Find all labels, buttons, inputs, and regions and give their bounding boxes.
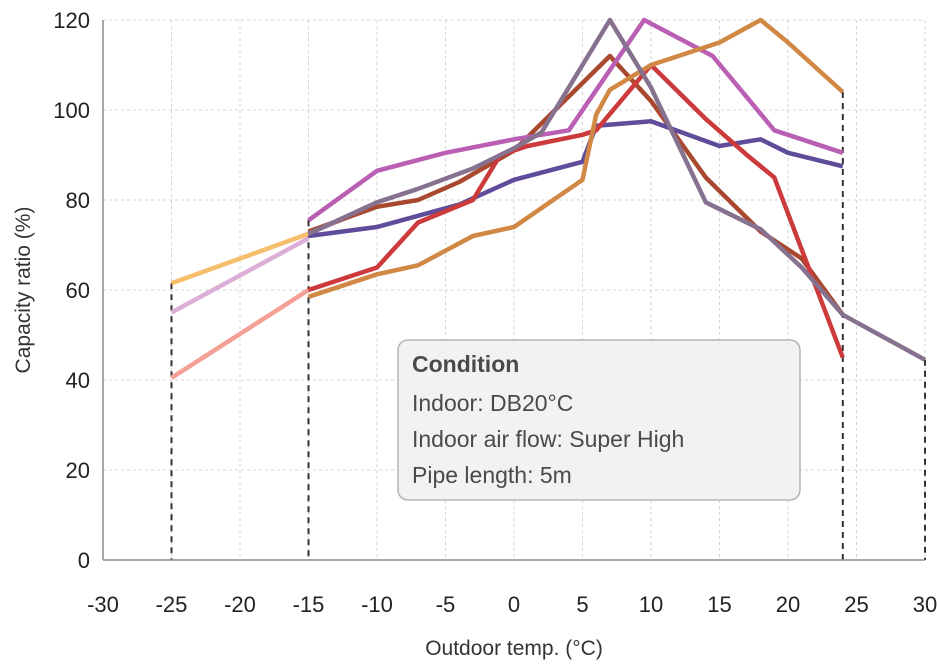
- y-tick-labels: 0 20 40 60 80 100 120: [53, 8, 90, 573]
- annotation-line-pipe: Pipe length: 5m: [412, 462, 572, 488]
- annotation-line-indoor: Indoor: DB20°C: [412, 390, 573, 416]
- y-tick-label: 100: [53, 98, 90, 123]
- y-tick-label: 60: [66, 278, 90, 303]
- series-line-2: [170, 236, 310, 315]
- y-tick-label: 120: [53, 8, 90, 33]
- x-tick-label: -15: [293, 592, 325, 617]
- x-tick-label: 30: [913, 592, 937, 617]
- series-line-6: [308, 119, 844, 239]
- x-tick-label: 25: [844, 592, 868, 617]
- series-line-9: [307, 17, 845, 299]
- series-line-1: [170, 231, 310, 286]
- series-line-3: [170, 288, 310, 380]
- x-tick-label: -30: [87, 592, 119, 617]
- series-line-10: [307, 17, 927, 362]
- y-tick-label: 20: [66, 458, 90, 483]
- y-tick-label: 0: [78, 548, 90, 573]
- annotation-title: Condition: [412, 351, 519, 377]
- x-tick-label: 5: [576, 592, 588, 617]
- axes: [102, 20, 925, 561]
- condition-annotation: Condition Indoor: DB20°C Indoor air flow…: [397, 339, 801, 501]
- y-tick-label: 80: [66, 188, 90, 213]
- x-tick-label: -20: [224, 592, 256, 617]
- x-tick-label: 15: [707, 592, 731, 617]
- x-tick-label: 10: [639, 592, 663, 617]
- series-line-8: [307, 62, 845, 359]
- annotation-line-airflow: Indoor air flow: Super High: [412, 426, 684, 452]
- reference-lines: [170, 92, 926, 560]
- series-group: [170, 17, 927, 380]
- x-tick-label: 20: [776, 592, 800, 617]
- y-tick-label: 40: [66, 368, 90, 393]
- x-tick-label: -10: [361, 592, 393, 617]
- x-axis-title: Outdoor temp. (°C): [425, 637, 603, 660]
- series-line-7: [307, 17, 844, 223]
- y-axis-title: Capacity ratio (%): [12, 207, 35, 374]
- x-tick-label: -25: [156, 592, 188, 617]
- x-tick-label: -5: [436, 592, 456, 617]
- annotation-box: [397, 339, 801, 501]
- x-tick-labels: -30 -25 -20 -15 -10 -5 0 5 10 15 20 25 30: [87, 592, 937, 617]
- x-tick-label: 0: [508, 592, 520, 617]
